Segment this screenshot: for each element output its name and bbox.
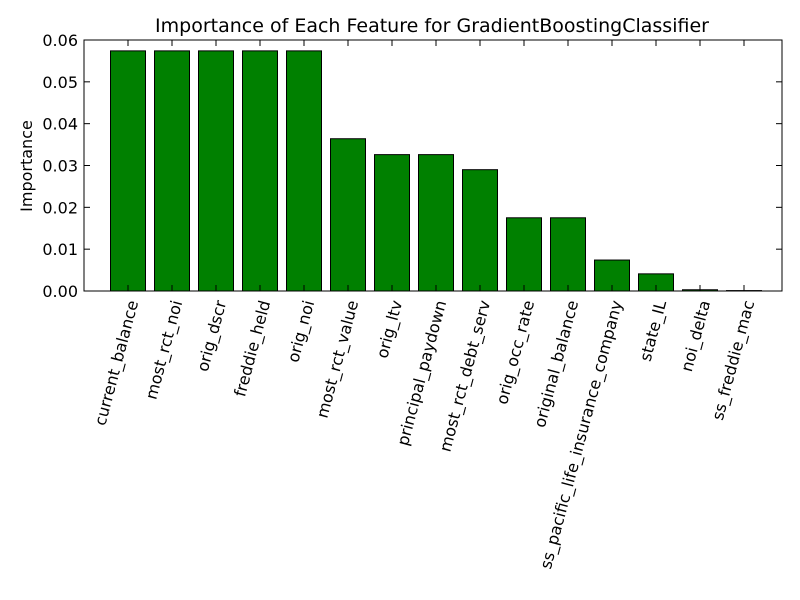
x-tick-label: ss_pacific_life_insurance_company (536, 298, 627, 571)
bar-orig_dscr (198, 50, 234, 292)
x-tick-label: ss_freddie_mac (708, 298, 759, 422)
chart-title: Importance of Each Feature for GradientB… (155, 15, 709, 37)
x-tick-label: state_IL (636, 298, 671, 363)
bar-most_rct_noi (154, 50, 190, 292)
bar-principal_paydown (418, 154, 454, 292)
y-ticks-layer: 0.00 0.01 0.02 0.03 0.04 0.05 0.06 (42, 31, 782, 301)
x-ticks-layer: current_balance most_rct_noi orig_dscr fred… (91, 40, 759, 571)
bar-most_rct_value (330, 138, 366, 292)
y-axis-label: Importance (17, 120, 36, 212)
bars-layer (110, 50, 762, 292)
bar-most_rct_debt_serv (462, 169, 498, 292)
plot-area-frame (83, 39, 783, 292)
bar-orig_occ_rate (506, 217, 542, 292)
bar-orig_ltv (374, 154, 410, 292)
y-tick-label: 0.03 (42, 157, 78, 176)
x-tick-label: orig_ltv (373, 298, 408, 360)
x-tick-label: most_rct_noi (142, 298, 188, 401)
y-tick-label: 0.00 (42, 282, 78, 301)
x-tick-label: orig_occ_rate (492, 298, 539, 406)
x-tick-label: freddie_held (230, 298, 275, 399)
bar-original_balance (550, 217, 586, 292)
y-tick-label: 0.04 (42, 115, 78, 134)
y-tick-label: 0.06 (42, 31, 78, 50)
x-tick-label: most_rct_value (313, 298, 364, 420)
x-tick-label: noi_delta (677, 298, 715, 374)
x-tick-label: original_balance (530, 298, 583, 430)
bar-freddie_held (242, 50, 278, 292)
y-tick-label: 0.05 (42, 73, 78, 92)
y-tick-label: 0.01 (42, 240, 78, 259)
x-tick-label: current_balance (91, 298, 144, 428)
bar-current_balance (110, 50, 146, 292)
bar-orig_noi (286, 50, 322, 292)
x-tick-label: orig_noi (283, 298, 319, 364)
x-tick-label: orig_dscr (193, 298, 231, 374)
y-tick-label: 0.02 (42, 198, 78, 217)
